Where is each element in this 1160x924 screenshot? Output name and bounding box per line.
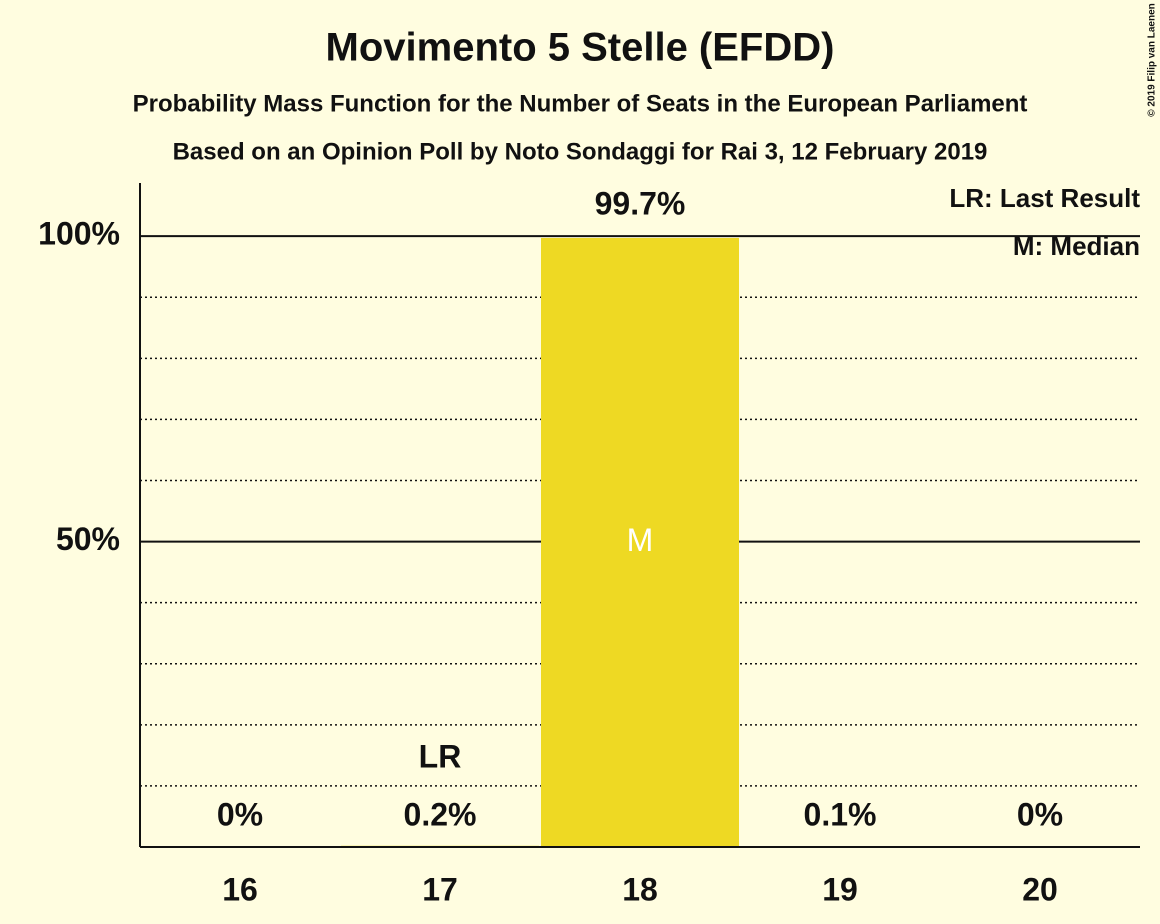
- annotation: M: [627, 522, 654, 558]
- value-label: 0.1%: [804, 796, 877, 832]
- y-tick-label: 100%: [38, 216, 120, 252]
- chart-title: Movimento 5 Stelle (EFDD): [326, 26, 835, 70]
- value-label: 0%: [217, 796, 263, 832]
- chart-subtitle: Probability Mass Function for the Number…: [133, 90, 1028, 117]
- legend-note: M: Median: [1013, 231, 1140, 261]
- value-label: 0.2%: [404, 796, 477, 832]
- x-tick-label: 19: [822, 871, 858, 907]
- x-tick-label: 20: [1022, 871, 1058, 907]
- value-label: 0%: [1017, 796, 1063, 832]
- credit: © 2019 Filip van Laenen: [1147, 3, 1158, 117]
- bar: [541, 237, 739, 848]
- legend-note: LR: Last Result: [949, 183, 1140, 213]
- value-label: 99.7%: [595, 185, 686, 221]
- x-tick-label: 18: [622, 871, 658, 907]
- annotation: LR: [419, 738, 462, 774]
- x-tick-label: 17: [422, 871, 458, 907]
- y-tick-label: 50%: [56, 521, 120, 557]
- x-tick-label: 16: [222, 871, 258, 907]
- chart-subtitle: Based on an Opinion Poll by Noto Sondagg…: [173, 138, 988, 165]
